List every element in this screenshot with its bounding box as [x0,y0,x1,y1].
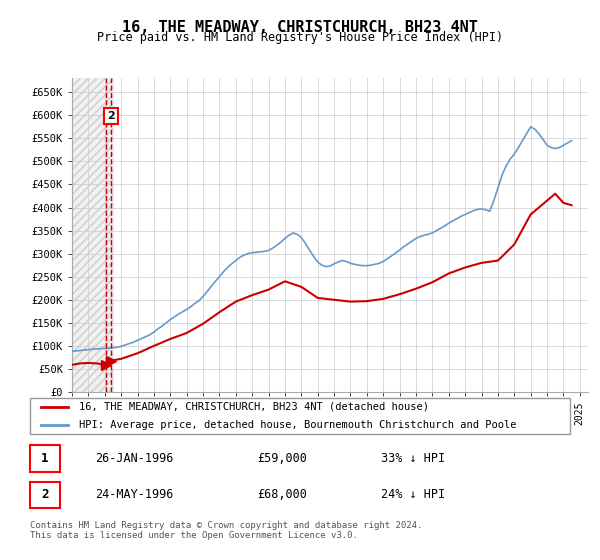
Text: 16, THE MEADWAY, CHRISTCHURCH, BH23 4NT: 16, THE MEADWAY, CHRISTCHURCH, BH23 4NT [122,20,478,35]
FancyBboxPatch shape [30,482,60,508]
Text: Price paid vs. HM Land Registry's House Price Index (HPI): Price paid vs. HM Land Registry's House … [97,31,503,44]
Text: 24-MAY-1996: 24-MAY-1996 [95,488,173,501]
Text: 2: 2 [107,111,115,121]
Text: HPI: Average price, detached house, Bournemouth Christchurch and Poole: HPI: Average price, detached house, Bour… [79,420,516,430]
Text: 2: 2 [41,488,49,501]
Text: 26-JAN-1996: 26-JAN-1996 [95,452,173,465]
Bar [72,78,113,392]
Text: £59,000: £59,000 [257,452,307,465]
Text: £68,000: £68,000 [257,488,307,501]
Text: Contains HM Land Registry data © Crown copyright and database right 2024.
This d: Contains HM Land Registry data © Crown c… [30,521,422,540]
FancyBboxPatch shape [30,445,60,472]
Text: 16, THE MEADWAY, CHRISTCHURCH, BH23 4NT (detached house): 16, THE MEADWAY, CHRISTCHURCH, BH23 4NT … [79,402,428,412]
Text: 33% ↓ HPI: 33% ↓ HPI [381,452,445,465]
Text: 1: 1 [41,452,49,465]
Bar [72,78,113,392]
Text: 24% ↓ HPI: 24% ↓ HPI [381,488,445,501]
FancyBboxPatch shape [30,398,570,434]
